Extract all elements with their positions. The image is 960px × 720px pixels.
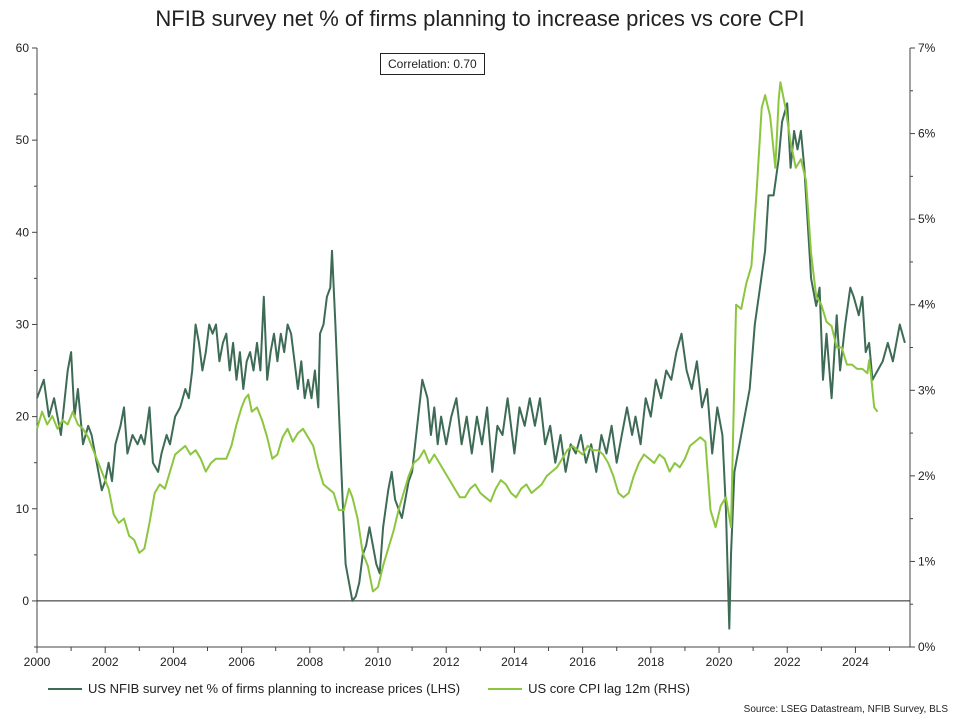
legend-label-nfib: US NFIB survey net % of firms planning t… bbox=[88, 681, 461, 696]
legend: US NFIB survey net % of firms planning t… bbox=[48, 681, 690, 696]
right-tick-label: 1% bbox=[918, 554, 936, 568]
right-tick-label: 6% bbox=[918, 127, 936, 141]
legend-item-nfib: US NFIB survey net % of firms planning t… bbox=[48, 681, 460, 696]
left-tick-label: 50 bbox=[16, 133, 30, 147]
right-tick-label: 2% bbox=[918, 469, 936, 483]
axes-group: 0 10 20 30 40 50 60 0% 1% 2% 3% 4% 5% 6% 7% 2000 2002 200… bbox=[16, 41, 936, 669]
x-tick-label: 2002 bbox=[92, 655, 119, 669]
source-note: Source: LSEG Datastream, NFIB Survey, BL… bbox=[743, 704, 948, 715]
nfib-series-line bbox=[36, 102, 906, 630]
x-tick-label: 2012 bbox=[433, 655, 460, 669]
right-tick-label: 0% bbox=[918, 640, 936, 654]
left-tick-label: 30 bbox=[16, 317, 30, 331]
x-tick-label: 2008 bbox=[296, 655, 323, 669]
series-group bbox=[36, 81, 906, 630]
right-tick-label: 3% bbox=[918, 383, 936, 397]
core-cpi-series-line bbox=[36, 81, 879, 593]
left-tick-label: 40 bbox=[16, 225, 30, 239]
x-tick-label: 2014 bbox=[501, 655, 528, 669]
x-tick-label: 2004 bbox=[160, 655, 187, 669]
correlation-annotation: Correlation: 0.70 bbox=[380, 53, 485, 75]
right-tick-label: 7% bbox=[918, 41, 936, 55]
legend-swatch-cpi bbox=[488, 687, 523, 690]
x-tick-label: 2020 bbox=[706, 655, 733, 669]
left-tick-label: 10 bbox=[16, 502, 30, 516]
legend-swatch-nfib bbox=[48, 687, 82, 690]
x-tick-label: 2022 bbox=[774, 655, 801, 669]
chart-title: NFIB survey net % of firms planning to i… bbox=[155, 6, 805, 31]
right-tick-label: 5% bbox=[918, 212, 936, 226]
x-tick-label: 2024 bbox=[842, 655, 869, 669]
x-tick-label: 2006 bbox=[228, 655, 255, 669]
left-tick-label: 20 bbox=[16, 410, 30, 424]
x-tick-label: 2016 bbox=[569, 655, 596, 669]
left-tick-label: 0 bbox=[22, 594, 29, 608]
left-tick-label: 60 bbox=[16, 41, 30, 55]
x-tick-label: 2000 bbox=[24, 655, 51, 669]
x-tick-label: 2010 bbox=[365, 655, 392, 669]
legend-label-cpi: US core CPI lag 12m (RHS) bbox=[528, 681, 690, 696]
legend-item-cpi: US core CPI lag 12m (RHS) bbox=[488, 681, 690, 696]
right-tick-label: 4% bbox=[918, 298, 936, 312]
x-tick-label: 2018 bbox=[637, 655, 664, 669]
